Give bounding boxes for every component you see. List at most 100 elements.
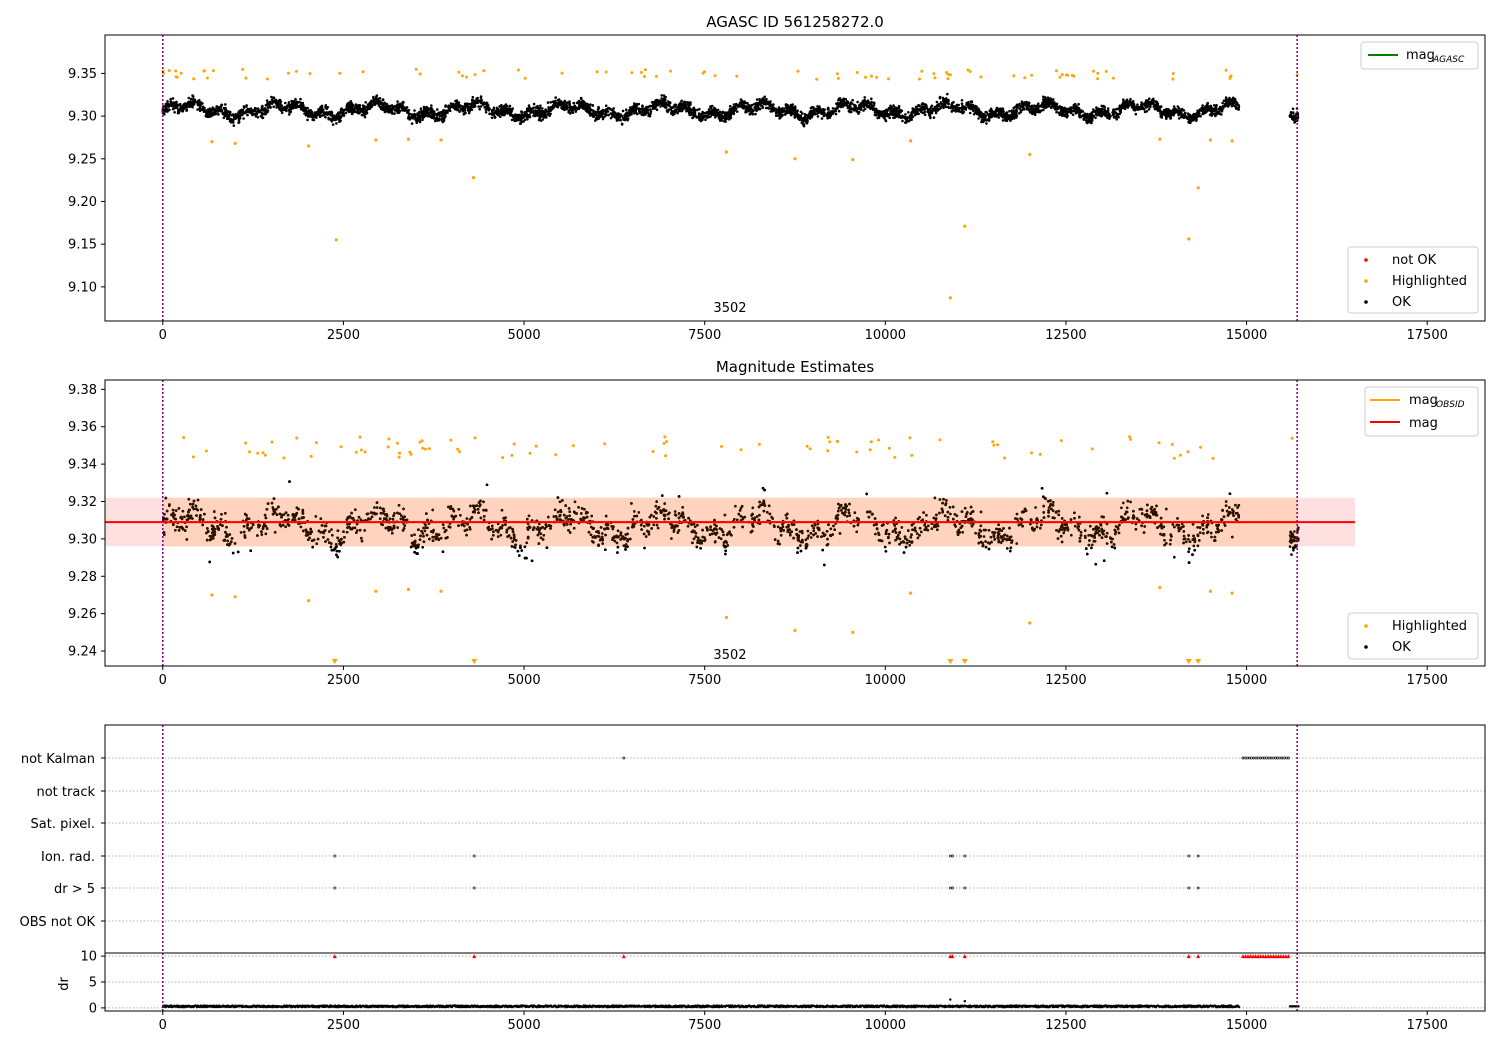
data-point [984,110,987,114]
data-point [410,122,414,125]
data-point [246,110,250,113]
data-point [1018,107,1021,111]
data-point [747,108,750,112]
data-point [251,113,254,117]
data-point [261,112,265,116]
highlighted-point [1064,73,1068,77]
data-point [1014,113,1017,116]
data-point [330,113,334,116]
data-point [614,112,618,116]
data-point [1041,105,1045,109]
data-point [596,108,600,111]
data-point [803,117,806,120]
data-point [1156,102,1159,106]
data-point [1237,106,1240,110]
highlighted-point [471,176,476,180]
y-tick-label: 9.20 [68,195,97,210]
data-point [1289,111,1293,114]
data-point [1144,104,1148,107]
data-point [866,100,870,103]
data-point [490,116,494,120]
data-point [1042,99,1045,103]
data-point [668,101,672,105]
data-point [359,110,363,113]
data-point [1076,107,1079,110]
highlighted-point [334,238,338,242]
data-point [330,110,333,114]
data-point [1115,118,1118,121]
data-point [433,110,436,114]
data-point [892,104,895,107]
highlighted-point [211,69,215,73]
data-point [255,113,258,116]
data-point [409,115,413,119]
data-point [620,114,624,118]
data-point [839,98,843,102]
data-point [1136,103,1139,106]
data-point [348,104,352,108]
data-point [534,106,538,109]
data-point [942,105,945,109]
data-point [698,118,701,122]
data-point [539,104,542,107]
data-point [199,101,203,104]
data-point [785,107,789,111]
data-point [384,107,388,111]
data-point [649,108,652,111]
highlighted-point [639,71,643,74]
data-point [816,115,820,118]
data-point [457,106,460,110]
data-point [280,108,283,111]
data-point [984,114,987,118]
data-point [819,108,823,111]
data-point [932,116,936,119]
data-point [1082,117,1086,120]
data-point [637,110,641,113]
data-point [918,104,921,108]
data-point [967,102,970,105]
data-point [923,110,926,114]
data-point [484,111,488,114]
data-point [164,107,168,111]
data-point [435,116,438,120]
highlighted-point [241,67,245,71]
data-point [355,111,359,114]
data-point [632,112,636,115]
data-point [306,118,309,122]
x-tick-label: 5000 [508,328,541,343]
data-point [341,111,345,114]
data-point [326,106,330,109]
data-point [674,105,677,108]
data-point [660,94,663,97]
highlighted-point [724,150,729,154]
data-point [1203,111,1207,115]
data-point [1192,118,1196,121]
data-point [444,104,448,107]
data-point [299,101,303,105]
highlighted-point [1012,74,1016,78]
data-point [526,118,529,121]
data-point [1004,119,1008,122]
data-point [566,106,569,110]
data-point [905,117,909,120]
data-point [1094,116,1097,120]
data-point [1122,98,1125,101]
data-point [732,112,735,116]
data-point [499,115,502,118]
data-point [696,108,699,112]
data-point [527,114,530,118]
data-point [582,106,586,110]
data-point [241,110,245,113]
data-point [593,110,597,114]
panel-agasc: AGASC ID 561258272.0 0 2500 5000 7500 10000 1… [68,13,1486,343]
data-point [597,105,600,109]
data-point [706,110,709,114]
highlighted-point [855,71,859,74]
y-tick-label: 9.15 [68,238,97,253]
data-point [607,113,610,117]
data-point [214,108,217,111]
highlighted-point [308,72,312,76]
data-point [1169,111,1173,115]
data-point [1042,102,1045,106]
data-point [1002,110,1005,113]
